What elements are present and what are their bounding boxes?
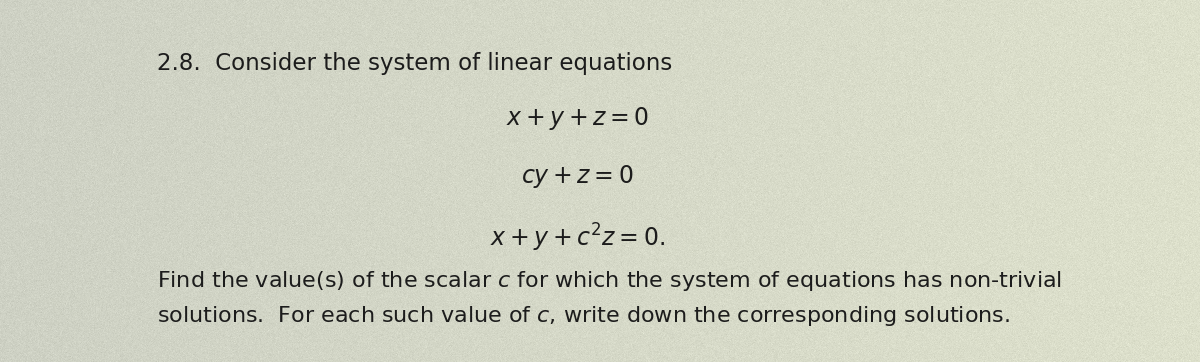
Text: $x + y + c^2z = 0.$: $x + y + c^2z = 0.$ xyxy=(490,222,666,254)
Text: $x + y + z = 0$: $x + y + z = 0$ xyxy=(506,105,649,132)
Text: Find the value(s) of the scalar $c$ for which the system of equations has non-tr: Find the value(s) of the scalar $c$ for … xyxy=(157,269,1062,293)
Text: 2.8.  Consider the system of linear equations: 2.8. Consider the system of linear equat… xyxy=(157,52,673,75)
Text: $cy + z = 0$: $cy + z = 0$ xyxy=(522,163,634,190)
Text: solutions.  For each such value of $c$, write down the corresponding solutions.: solutions. For each such value of $c$, w… xyxy=(157,304,1010,328)
